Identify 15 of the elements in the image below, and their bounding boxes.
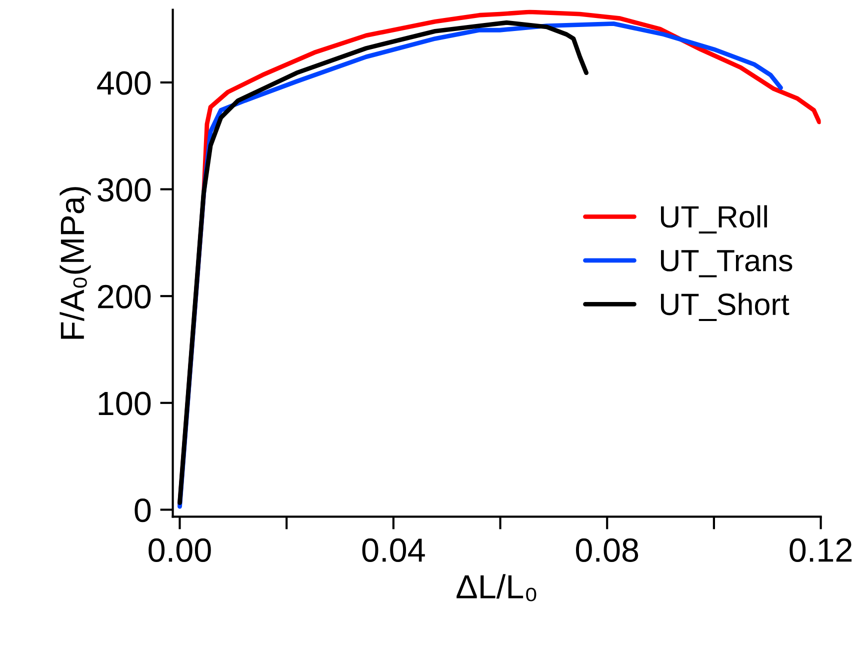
y-tick-label: 300 (98, 178, 151, 202)
y-tick-label: 400 (97, 71, 151, 95)
y-axis-title: F/A₀(MPa) (60, 187, 91, 339)
x-tick-label: 0.00 (148, 538, 211, 562)
line-series (178, 20, 589, 505)
x-tick-label: 0.12 (790, 538, 852, 562)
x-tick-label: 0.04 (362, 538, 425, 562)
y-tick-label: 200 (98, 284, 151, 308)
y-tick-label: 0 (134, 498, 151, 522)
x-axis-title: ΔL/L₀ (456, 574, 536, 602)
legend-label: UT_Trans (660, 250, 792, 278)
y-tick-label: 100 (98, 392, 151, 416)
legend-label: UT_Roll (660, 205, 767, 234)
x-tick-label: 0.08 (576, 538, 638, 562)
legend-label: UT_Short (660, 292, 790, 321)
